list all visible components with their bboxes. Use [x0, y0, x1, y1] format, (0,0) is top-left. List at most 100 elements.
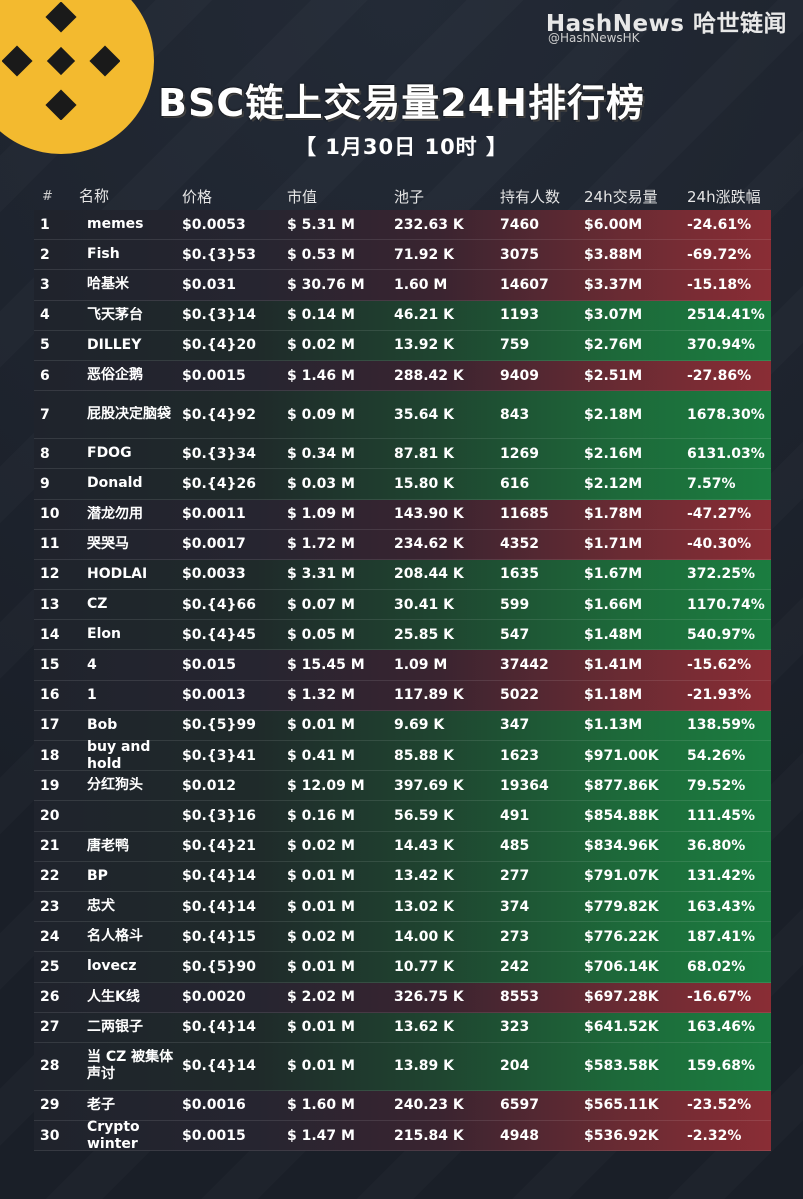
- row-market-cap: $ 0.01 M: [287, 898, 355, 915]
- table-row: 24 名人格斗 $0.{4}15 $ 0.02 M 14.00 K 273 $776.22K…: [34, 922, 771, 953]
- table-row: 13 CZ $0.{4}66 $ 0.07 M 30.41 K 599 $1.66M 1170…: [34, 590, 771, 621]
- row-rank: 12: [40, 566, 60, 583]
- row-name: BP: [87, 867, 108, 884]
- row-change: -47.27%: [687, 506, 752, 523]
- row-change: 370.94%: [687, 337, 756, 354]
- row-holders: 14607: [500, 276, 549, 293]
- row-rank: 16: [40, 687, 60, 704]
- row-price: $0.0033: [182, 566, 246, 583]
- row-holders: 547: [500, 626, 530, 643]
- header-change: 24h涨跌幅: [687, 188, 761, 206]
- row-market-cap: $ 12.09 M: [287, 777, 365, 794]
- row-rank: 28: [40, 1058, 60, 1075]
- row-market-cap: $ 1.09 M: [287, 506, 355, 523]
- row-rank: 30: [40, 1127, 60, 1144]
- row-volume: $776.22K: [584, 928, 659, 945]
- table-row: 19 分红狗头 $0.012 $ 12.09 M 397.69 K 19364 $877.8…: [34, 771, 771, 802]
- row-volume: $3.07M: [584, 307, 643, 324]
- row-market-cap: $ 0.02 M: [287, 838, 355, 855]
- row-price: $0.{4}14: [182, 1019, 256, 1036]
- table-row: 9 Donald $0.{4}26 $ 0.03 M 15.80 K 616 $2.12M 7…: [34, 469, 771, 500]
- row-price: $0.0013: [182, 687, 246, 704]
- row-holders: 599: [500, 596, 530, 613]
- row-pool: 240.23 K: [394, 1097, 464, 1114]
- row-price: $0.{4}92: [182, 406, 256, 423]
- row-change: -21.93%: [687, 687, 752, 704]
- row-holders: 843: [500, 406, 530, 423]
- row-change: 111.45%: [687, 807, 756, 824]
- row-name: buy and hold: [87, 738, 151, 772]
- row-volume: $697.28K: [584, 989, 659, 1006]
- row-price: $0.{3}14: [182, 307, 256, 324]
- row-rank: 2: [40, 246, 50, 263]
- row-change: 1170.74%: [687, 596, 765, 613]
- row-change: -40.30%: [687, 536, 752, 553]
- row-price: $0.{4}14: [182, 868, 256, 885]
- row-name: 人生K线: [87, 988, 140, 1005]
- row-rank: 17: [40, 717, 60, 734]
- row-price: $0.0015: [182, 367, 246, 384]
- row-price: $0.0015: [182, 1127, 246, 1144]
- row-price: $0.0020: [182, 989, 246, 1006]
- row-volume: $877.86K: [584, 777, 659, 794]
- row-pool: 13.42 K: [394, 868, 455, 885]
- row-name: 当 CZ 被集体声讨: [87, 1049, 174, 1083]
- table-row: 11 哭哭马 $0.0017 $ 1.72 M 234.62 K 4352 $1.71M -4…: [34, 529, 771, 560]
- row-market-cap: $ 0.41 M: [287, 747, 355, 764]
- row-volume: $536.92K: [584, 1127, 659, 1144]
- row-volume: $791.07K: [584, 868, 659, 885]
- row-pool: 13.62 K: [394, 1019, 455, 1036]
- row-market-cap: $ 0.01 M: [287, 1058, 355, 1075]
- row-change: 372.25%: [687, 566, 756, 583]
- row-change: 36.80%: [687, 838, 746, 855]
- table-row: 22 BP $0.{4}14 $ 0.01 M 13.42 K 277 $791.07K 13…: [34, 861, 771, 892]
- row-holders: 6597: [500, 1097, 539, 1114]
- row-pool: 25.85 K: [394, 626, 455, 643]
- row-holders: 759: [500, 337, 530, 354]
- row-market-cap: $ 0.14 M: [287, 307, 355, 324]
- header-holders: 持有人数: [500, 188, 561, 206]
- row-pool: 288.42 K: [394, 367, 464, 384]
- row-market-cap: $ 0.05 M: [287, 626, 355, 643]
- row-name: Elon: [87, 626, 121, 643]
- row-rank: 21: [40, 838, 60, 855]
- table-row: 12 HODLAI $0.0033 $ 3.31 M 208.44 K 1635 $1.67…: [34, 559, 771, 591]
- row-name: memes: [87, 216, 144, 233]
- row-holders: 374: [500, 898, 530, 915]
- table-row: 15 4 $0.015 $ 15.45 M 1.09 M 37442 $1.41M -15.6…: [34, 650, 771, 681]
- row-holders: 1269: [500, 445, 539, 462]
- row-pool: 35.64 K: [394, 406, 455, 423]
- row-name: 二两银子: [87, 1018, 143, 1035]
- row-holders: 242: [500, 958, 530, 975]
- row-volume: $1.41M: [584, 657, 643, 674]
- header-name: 名称: [79, 188, 110, 205]
- table-row: 25 lovecz $0.{5}90 $ 0.01 M 10.77 K 242 $706.1…: [34, 952, 771, 983]
- row-market-cap: $ 0.34 M: [287, 445, 355, 462]
- row-volume: $6.00M: [584, 216, 643, 233]
- row-change: 187.41%: [687, 928, 756, 945]
- row-holders: 4352: [500, 536, 539, 553]
- row-change: 2514.41%: [687, 307, 765, 324]
- row-volume: $706.14K: [584, 958, 659, 975]
- row-pool: 208.44 K: [394, 566, 464, 583]
- row-market-cap: $ 1.32 M: [287, 687, 355, 704]
- row-name: 飞天茅台: [87, 306, 143, 323]
- row-name: Fish: [87, 246, 120, 263]
- row-price: $0.0017: [182, 536, 246, 553]
- row-price: $0.0053: [182, 216, 246, 233]
- row-rank: 4: [40, 307, 50, 324]
- row-price: $0.{5}99: [182, 717, 256, 734]
- row-rank: 24: [40, 928, 60, 945]
- row-price: $0.{4}45: [182, 626, 256, 643]
- row-holders: 1635: [500, 566, 539, 583]
- row-holders: 277: [500, 868, 530, 885]
- table-row: 16 1 $0.0013 $ 1.32 M 117.89 K 5022 $1.18M -21.…: [34, 680, 771, 711]
- row-pool: 1.09 M: [394, 657, 448, 674]
- row-volume: $971.00K: [584, 747, 659, 764]
- row-name: 哈基米: [87, 276, 129, 293]
- table-row: 5 DILLEY $0.{4}20 $ 0.02 M 13.92 K 759 $2.76M 3…: [34, 330, 771, 361]
- row-rank: 1: [40, 216, 50, 233]
- table-row: 7 屁股决定脑袋 $0.{4}92 $ 0.09 M 35.64 K 843 $2.18M 1…: [34, 391, 771, 440]
- table-row: 2 Fish $0.{3}53 $ 0.53 M 71.92 K 3075 $3.88M -6…: [34, 240, 771, 271]
- row-pool: 56.59 K: [394, 807, 455, 824]
